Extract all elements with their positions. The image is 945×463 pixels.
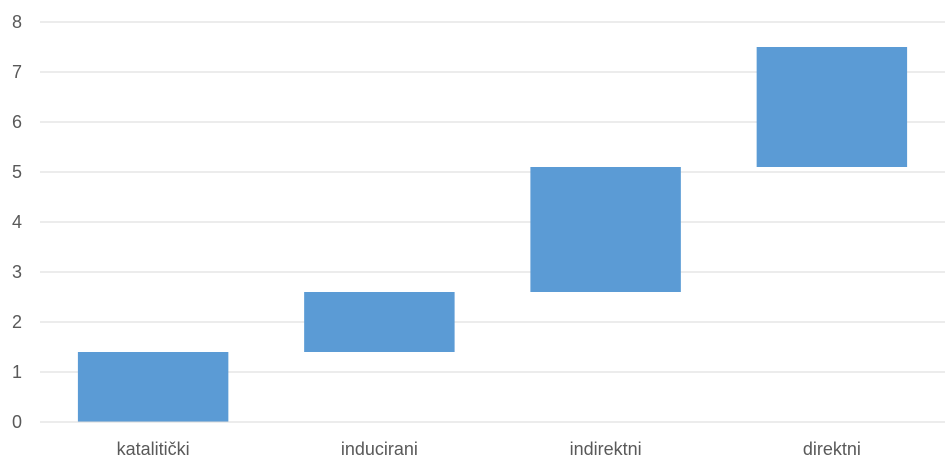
y-tick-label: 1 xyxy=(12,362,22,382)
y-axis-ticks: 0 1 2 3 4 5 6 7 8 xyxy=(12,12,22,432)
y-tick-label: 2 xyxy=(12,312,22,332)
bars xyxy=(77,47,908,422)
y-tick-label: 5 xyxy=(12,162,22,182)
x-tick-label: katalitički xyxy=(117,439,190,459)
y-tick-label: 7 xyxy=(12,62,22,82)
y-tick-label: 8 xyxy=(12,12,22,32)
y-tick-label: 3 xyxy=(12,262,22,282)
y-tick-label: 6 xyxy=(12,112,22,132)
x-tick-label: direktni xyxy=(803,439,861,459)
gridlines xyxy=(40,21,945,373)
bar xyxy=(530,167,681,292)
x-tick-label: indirektni xyxy=(570,439,642,459)
bar xyxy=(756,47,908,167)
bar xyxy=(304,292,455,352)
y-tick-label: 0 xyxy=(12,412,22,432)
x-axis-ticks: katalitički inducirani indirektni direktni xyxy=(117,439,861,459)
bar xyxy=(77,352,229,422)
x-tick-label: inducirani xyxy=(341,439,418,459)
y-tick-label: 4 xyxy=(12,212,22,232)
